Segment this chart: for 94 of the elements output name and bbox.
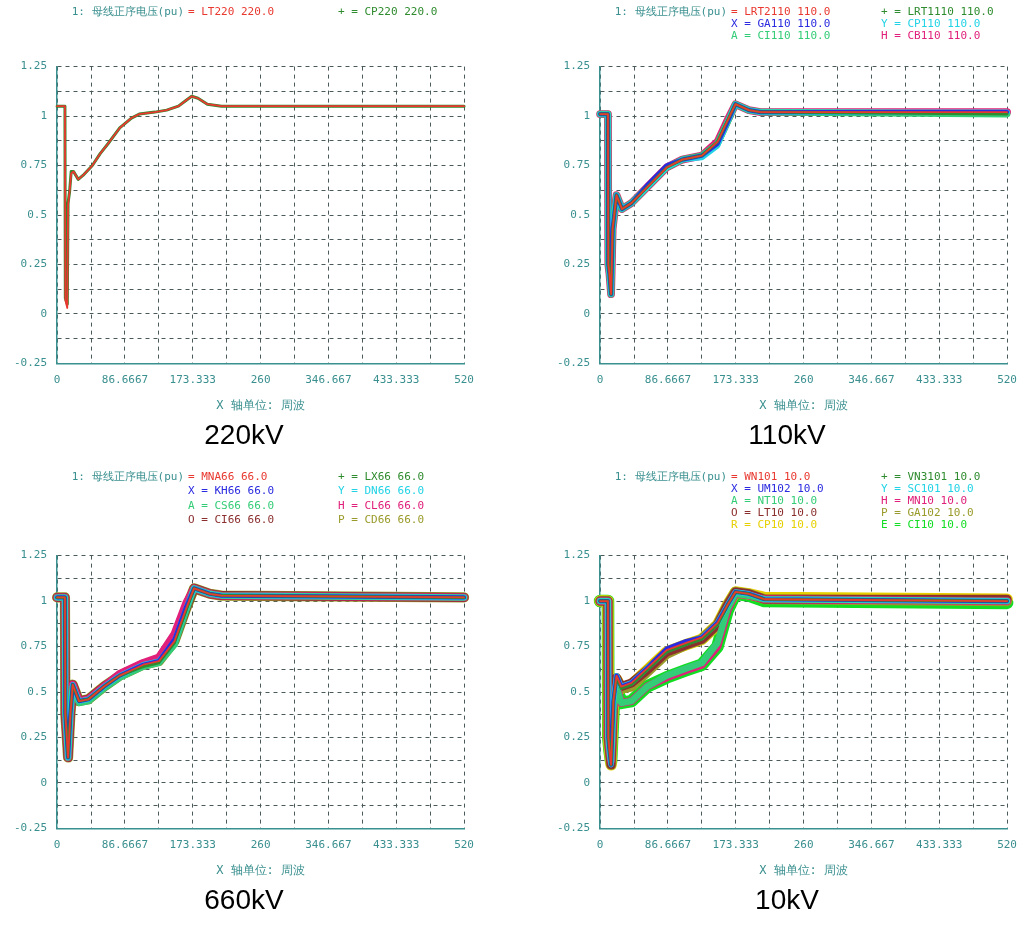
x-tick-label: 260 — [250, 372, 271, 386]
x-tick-label: 433.333 — [916, 837, 963, 851]
x-tick-label: 173.333 — [169, 372, 216, 386]
legend-title: 1: 母线正序电压(pu) — [70, 5, 185, 20]
y-tick-label: 1 — [583, 593, 591, 607]
text: = LRT2110 110.0 — [731, 5, 832, 18]
y-tick-label: 1.25 — [20, 59, 48, 73]
text: H = CL66 66.0 — [338, 498, 426, 514]
x-tick-label: 433.333 — [373, 372, 420, 386]
x-tick-label: 86.6667 — [644, 372, 692, 386]
text: + = LRT1110 110.0 — [881, 5, 995, 18]
y-tick-label: 0.25 — [563, 730, 591, 744]
x-tick-label: 173.333 — [169, 837, 216, 851]
y-tick-label: 1.25 — [20, 548, 48, 562]
y-tick-label: 0 — [583, 306, 591, 320]
text: P = CD66 66.0 — [338, 513, 426, 529]
text: Y = DN66 66.0 — [338, 484, 426, 500]
x-tick-label: 260 — [793, 837, 814, 851]
x-tick-label: 433.333 — [916, 372, 963, 386]
x-tick-label: 173.333 — [712, 837, 759, 851]
x-tick-label: 0 — [596, 837, 604, 851]
x-tick-label: 346.667 — [848, 837, 895, 851]
text: O = LT10 10.0 — [731, 506, 819, 519]
text: A = CI110 110.0 — [731, 29, 832, 42]
x-tick-label: 260 — [793, 372, 814, 386]
text: R = CP10 10.0 — [731, 518, 819, 531]
y-tick-label: 0.5 — [570, 207, 591, 221]
y-tick-label: 0 — [40, 306, 48, 320]
y-tick-label: -0.25 — [556, 821, 591, 835]
text: = LT220 220.0 — [188, 5, 276, 20]
legend-title: 1: 母线正序电压(pu) — [613, 5, 728, 18]
x-axis-title: X 轴单位: 周波 — [759, 397, 849, 412]
y-tick-label: 0 — [40, 775, 48, 789]
y-tick-label: -0.25 — [13, 356, 48, 370]
x-tick-label: 520 — [997, 837, 1017, 851]
y-tick-label: 0.75 — [20, 158, 48, 172]
x-tick-label: 520 — [454, 837, 474, 851]
legend-title: 1: 母线正序电压(pu) — [70, 470, 185, 485]
text: + = LX66 66.0 — [338, 470, 426, 485]
x-tick-label: 0 — [53, 372, 61, 386]
y-tick-label: 0.25 — [563, 257, 591, 271]
text: 10kV — [754, 883, 820, 917]
text: X = GA110 110.0 — [731, 17, 832, 30]
y-tick-label: 1 — [40, 108, 48, 122]
text: E = CI10 10.0 — [881, 518, 969, 531]
y-tick-label: 1 — [40, 593, 48, 607]
text: Y = SC101 10.0 — [881, 482, 975, 495]
x-tick-label: 520 — [997, 372, 1017, 386]
x-tick-label: 433.333 — [373, 837, 420, 851]
x-tick-label: 346.667 — [305, 372, 352, 386]
y-tick-label: 0.25 — [20, 730, 48, 744]
x-tick-label: 346.667 — [848, 372, 895, 386]
y-tick-label: 0.5 — [27, 207, 48, 221]
text: 220kV — [203, 418, 285, 452]
legend-title: 1: 母线正序电压(pu) — [613, 470, 728, 483]
x-tick-label: 0 — [596, 372, 604, 386]
x-tick-label: 520 — [454, 372, 474, 386]
text: H = CB110 110.0 — [881, 29, 982, 42]
y-tick-label: 0.5 — [27, 684, 48, 698]
x-axis-title: X 轴单位: 周波 — [216, 397, 306, 412]
y-tick-label: 0 — [583, 775, 591, 789]
text: 110kV — [747, 418, 827, 452]
text: A = CS66 66.0 — [188, 498, 276, 514]
text: + = CP220 220.0 — [338, 5, 439, 20]
x-tick-label: 346.667 — [305, 837, 352, 851]
x-tick-label: 86.6667 — [101, 372, 149, 386]
text: P = GA102 10.0 — [881, 506, 975, 519]
y-tick-label: 1.25 — [563, 59, 591, 73]
y-tick-label: 0.25 — [20, 257, 48, 271]
y-tick-label: 1 — [583, 108, 591, 122]
y-tick-label: -0.25 — [556, 356, 591, 370]
text: A = NT10 10.0 — [731, 494, 819, 507]
y-tick-label: -0.25 — [13, 821, 48, 835]
x-tick-label: 86.6667 — [644, 837, 692, 851]
x-tick-label: 260 — [250, 837, 271, 851]
x-tick-label: 0 — [53, 837, 61, 851]
text: X = UM102 10.0 — [731, 482, 825, 495]
text: + = VN3101 10.0 — [881, 470, 982, 483]
y-tick-label: 0.5 — [570, 684, 591, 698]
text: 660kV — [203, 883, 285, 917]
y-tick-label: 0.75 — [563, 639, 591, 653]
x-axis-title: X 轴单位: 周波 — [759, 862, 849, 877]
text: O = CI66 66.0 — [188, 513, 276, 529]
y-tick-label: 0.75 — [20, 639, 48, 653]
x-tick-label: 173.333 — [712, 372, 759, 386]
text: H = MN10 10.0 — [881, 494, 969, 507]
text: = WN101 10.0 — [731, 470, 812, 483]
text: X = KH66 66.0 — [188, 484, 276, 500]
text: Y = CP110 110.0 — [881, 17, 982, 30]
text: = MNA66 66.0 — [188, 470, 269, 485]
y-tick-label: 1.25 — [563, 548, 591, 562]
x-tick-label: 86.6667 — [101, 837, 149, 851]
y-tick-label: 0.75 — [563, 158, 591, 172]
x-axis-title: X 轴单位: 周波 — [216, 862, 306, 877]
